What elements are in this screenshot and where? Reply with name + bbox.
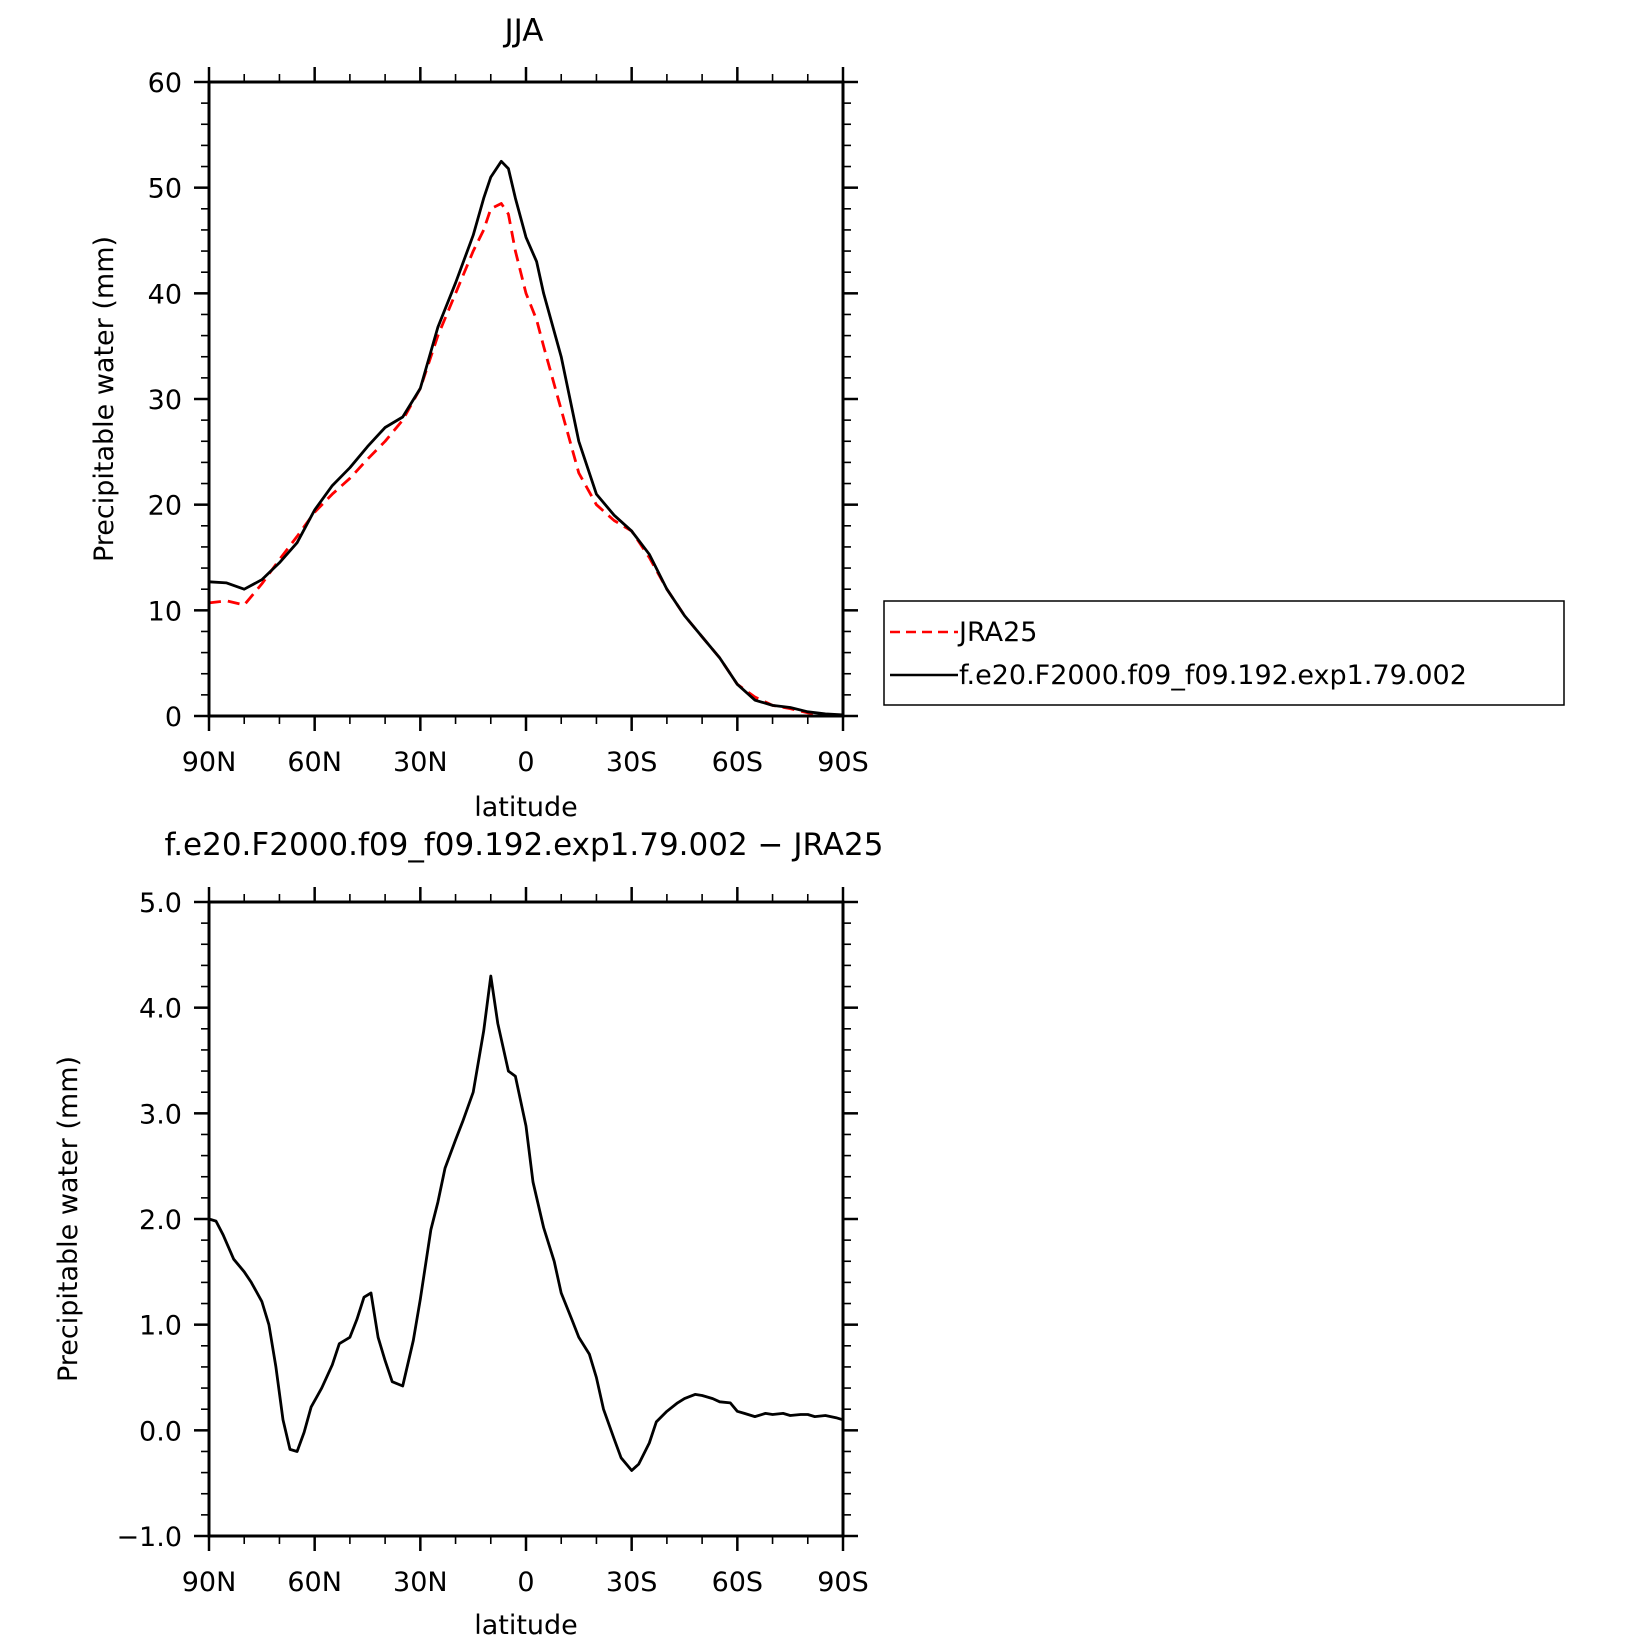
bottom-x-tick-labels: 90N 60N 30N 0 30S 60S 90S (182, 1567, 869, 1598)
top-series-jra25-line (208, 202, 843, 717)
top-series-f-e20-f2000-f09-f09-192-exp1-79-002-line (208, 159, 844, 717)
bottom-y-axis-label: Precipitable water (mm) (53, 1056, 84, 1382)
legend-box (883, 600, 1565, 706)
top-x-tick-label: 30S (606, 747, 658, 778)
legend-label-model: f.e20.F2000.f09_f09.192.exp1.79.002 (959, 660, 1467, 691)
bottom-x-tick-label: 90S (817, 1567, 869, 1598)
bottom-y-tick-label: 4.0 (139, 994, 182, 1025)
bottom-plot-frame (207, 900, 845, 1538)
top-y-tick-label: 50 (148, 174, 182, 205)
bottom-series-group (208, 974, 844, 1472)
top-series-group (208, 159, 844, 717)
legend: JRA25 f.e20.F2000.f09_f09.192.exp1.79.00… (883, 600, 1565, 706)
top-x-tick-label: 90S (817, 747, 869, 778)
top-plot-frame (207, 80, 845, 718)
bottom-x-tick-label: 30N (393, 1567, 448, 1598)
bottom-x-tick-label: 30S (606, 1567, 658, 1598)
top-x-tick-label: 60N (287, 747, 342, 778)
top-panel: JJA 0 10 20 30 40 50 60 90N 60N 30N 0 30S 60S 90S la… (89, 13, 869, 823)
top-ticks (194, 67, 858, 731)
bottom-y-tick-labels: −1.0 0.0 1.0 2.0 3.0 4.0 5.0 (116, 888, 182, 1553)
legend-item-jra25: JRA25 (890, 617, 1037, 648)
top-x-axis-label: latitude (474, 792, 578, 823)
bottom-x-tick-label: 0 (517, 1567, 534, 1598)
bottom-y-tick-label: 5.0 (139, 888, 182, 919)
top-y-tick-label: 10 (148, 596, 182, 627)
top-y-tick-label: 40 (148, 279, 182, 310)
top-y-axis-label: Precipitable water (mm) (89, 236, 120, 562)
top-x-tick-label: 0 (517, 747, 534, 778)
bottom-x-axis-label: latitude (474, 1610, 578, 1641)
top-y-tick-label: 20 (148, 491, 182, 522)
top-x-tick-label: 30N (393, 747, 448, 778)
bottom-x-tick-label: 90N (182, 1567, 237, 1598)
bottom-x-tick-label: 60N (287, 1567, 342, 1598)
top-y-tick-label: 30 (148, 385, 182, 416)
bottom-series-difference-line (208, 974, 844, 1472)
top-chart-title: JJA (503, 13, 544, 49)
top-x-tick-label: 60S (712, 747, 764, 778)
bottom-chart-title: f.e20.F2000.f09_f09.192.exp1.79.002 − JR… (165, 827, 884, 863)
legend-label-jra25: JRA25 (957, 617, 1037, 648)
bottom-y-tick-label: 2.0 (139, 1205, 182, 1236)
bottom-y-tick-label: −1.0 (116, 1522, 182, 1553)
bottom-panel: f.e20.F2000.f09_f09.192.exp1.79.002 − JR… (53, 827, 883, 1641)
top-y-tick-label: 60 (148, 68, 182, 99)
bottom-y-tick-label: 1.0 (139, 1311, 182, 1342)
top-y-tick-labels: 0 10 20 30 40 50 60 (148, 68, 182, 733)
bottom-y-tick-label: 0.0 (139, 1416, 182, 1447)
top-x-tick-labels: 90N 60N 30N 0 30S 60S 90S (182, 747, 869, 778)
legend-item-model: f.e20.F2000.f09_f09.192.exp1.79.002 (890, 660, 1467, 691)
top-y-tick-label: 0 (165, 702, 182, 733)
bottom-x-tick-label: 60S (712, 1567, 764, 1598)
top-x-tick-label: 90N (182, 747, 237, 778)
bottom-y-tick-label: 3.0 (139, 1099, 182, 1130)
